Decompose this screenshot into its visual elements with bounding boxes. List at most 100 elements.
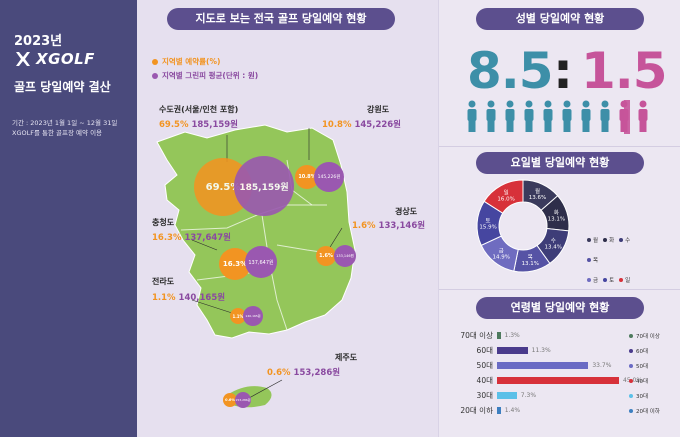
- region-capital-name: 수도권(서울/인천 포함): [159, 105, 239, 114]
- legend-fee: 지역별 그린피 평균(단위 : 원): [152, 70, 258, 81]
- age-value: 33.7%: [592, 362, 612, 369]
- male-value: 8.5: [467, 42, 554, 100]
- legend-dot: [619, 238, 624, 242]
- donut-label-pct: 13.1%: [548, 216, 565, 222]
- legend-label: 금: [593, 278, 599, 284]
- legend-dot: [629, 364, 633, 368]
- legend-label: 50대: [636, 364, 649, 370]
- region-gyeongsang-name: 경상도: [395, 207, 418, 216]
- period-note: 기간 : 2023년 1월 1일 ~ 12월 31일 XGOLF를 통한 골프장…: [12, 118, 117, 138]
- bubble-jeolla-rate: 1.1%: [230, 308, 246, 324]
- age-bar: [497, 392, 517, 399]
- age-label: 40대: [476, 376, 493, 385]
- age-bar: [497, 362, 589, 369]
- age-value: 1.4%: [504, 407, 521, 414]
- age-value: 11.3%: [531, 347, 551, 354]
- legend-rate-label: 지역별 예약률(%): [162, 57, 221, 66]
- legend-dot: [603, 278, 608, 282]
- gangwon-fee: 145,226원: [354, 120, 402, 130]
- people-icons: [467, 100, 648, 134]
- male-ratio: 8.5: [467, 42, 554, 100]
- donut-label-day: 수: [551, 238, 556, 245]
- male-person-icon: [600, 100, 610, 132]
- legend-label: 목: [593, 258, 599, 264]
- period-line: 기간 : 2023년 1월 1일 ~ 12월 31일: [12, 119, 118, 127]
- donut-label-day: 일: [504, 188, 509, 196]
- region-jeju-name: 제주도: [335, 353, 358, 362]
- legend-label: 토: [609, 278, 615, 284]
- weekday-legend-item: 월: [587, 236, 598, 244]
- region-jeolla-name: 전라도: [152, 277, 175, 286]
- age-value: 1.3%: [504, 332, 520, 339]
- donut-label-pct: 13.6%: [529, 195, 546, 201]
- male-person-icon: [543, 100, 553, 132]
- age-bar: [497, 377, 619, 384]
- legend-label: 70대 이상: [636, 334, 660, 340]
- age-bar: [497, 407, 501, 414]
- donut-label-day: 월: [535, 187, 540, 195]
- gyeongsang-rate: 1.6%: [352, 221, 376, 231]
- donut-label-pct: 13.4%: [544, 245, 561, 251]
- male-person-icon: [581, 100, 591, 132]
- source-line: XGOLF를 통한 골프장 예약 이용: [12, 129, 103, 137]
- capital-fee: 185,159원: [191, 120, 239, 130]
- legend-dot: [629, 379, 633, 383]
- legend-rate-dot: [152, 58, 158, 65]
- stats-panel: 성별 당일예약 현황 8.5 : 1.5 요일별 당일예약 현황 월 13.6% 화…: [438, 0, 680, 437]
- bubble-jeju-rate: 0.6%: [223, 393, 237, 407]
- donut-label-pct: 13.1%: [522, 261, 539, 267]
- legend-dot: [587, 278, 591, 282]
- legend-dot: [587, 238, 591, 242]
- map-panel: 지도로 보는 전국 골프 당일예약 현황 지역별 예약률(%) 지역별 그린피 …: [137, 0, 438, 437]
- weekday-legend-item: 금: [587, 276, 598, 284]
- legend-dot: [603, 238, 608, 242]
- gender-title: 성별 당일예약 현황: [476, 8, 644, 30]
- logo-text: XGOLF: [36, 50, 95, 68]
- map-title: 지도로 보는 전국 골프 당일예약 현황: [167, 8, 395, 30]
- female-person-icon: [638, 100, 648, 132]
- legend-fee-dot: [152, 72, 158, 79]
- legend-label: 30대: [636, 394, 649, 400]
- jeolla-rate: 1.1%: [152, 293, 176, 303]
- legend-dot: [629, 409, 633, 413]
- legend-label: 60대: [636, 349, 649, 355]
- age-legend-item: 20대 이하: [629, 407, 660, 415]
- jeju-rate: 0.6%: [267, 368, 291, 378]
- legend-label: 수: [625, 238, 631, 244]
- region-gangwon-name: 강원도: [367, 105, 390, 114]
- region-jeolla-stats: 1.1% 140,165원: [152, 291, 225, 303]
- bubble-gangwon-fee: 145,226원: [314, 162, 344, 192]
- gangwon-rate: 10.8%: [322, 120, 352, 130]
- legend-label: 월: [593, 238, 599, 244]
- weekday-legend-item: 화: [603, 236, 614, 244]
- bubble-gyeongsang-rate: 1.6%: [316, 246, 336, 266]
- bubble-capital-fee: 185,159원: [234, 156, 294, 216]
- age-label: 20대 이하: [460, 406, 493, 415]
- weekday-legend-item: 목: [587, 256, 598, 264]
- left-panel: 2023년 XGOLF 골프 당일예약 결산 기간 : 2023년 1월 1일 …: [0, 0, 137, 437]
- ratio-separator: :: [553, 42, 573, 100]
- legend-fee-label: 지역별 그린피 평균(단위 : 원): [162, 71, 259, 80]
- age-label: 70대 이상: [460, 331, 493, 340]
- age-legend-item: 40대: [629, 377, 648, 385]
- region-gyeongsang-stats: 1.6% 133,146원: [352, 219, 425, 231]
- region-gangwon-stats: 10.8% 145,226원: [322, 118, 401, 130]
- age-legend-item: 60대: [629, 347, 648, 355]
- region-chungcheong-name: 충청도: [152, 218, 175, 227]
- legend-dot: [629, 349, 633, 353]
- capital-rate: 69.5%: [159, 120, 189, 130]
- age-label: 30대: [476, 391, 493, 400]
- male-person-icon: [524, 100, 534, 132]
- donut-label-pct: 15.9%: [479, 225, 496, 231]
- age-bar-chart: 70대 이상 1.3% 70대 이상 60대 11.3% 60대 50대 33.7% 50대 40…: [439, 330, 680, 430]
- legend-dot: [629, 394, 633, 398]
- legend-label: 20대 이하: [636, 409, 660, 415]
- male-person-icon: [505, 100, 515, 132]
- bubble-gyeongsang-fee: 133,146원: [334, 245, 356, 267]
- gyeongsang-fee: 133,146원: [378, 221, 426, 231]
- age-label: 50대: [476, 361, 493, 370]
- bubble-jeolla-fee: 140,165원: [243, 306, 263, 326]
- donut-label-pct: 14.9%: [493, 254, 510, 260]
- age-bar: [497, 347, 528, 354]
